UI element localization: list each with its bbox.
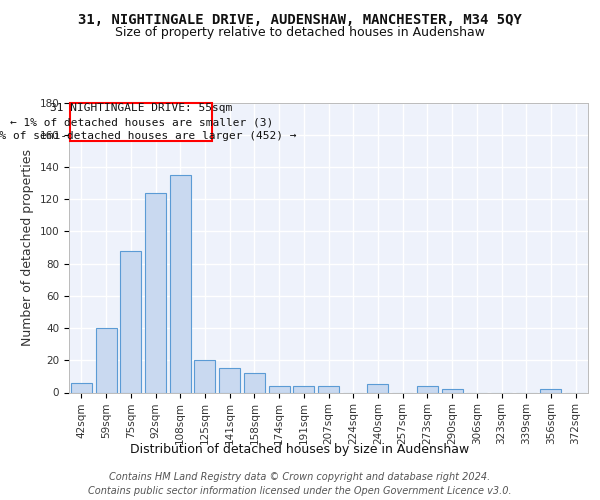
Text: Contains public sector information licensed under the Open Government Licence v3: Contains public sector information licen… bbox=[88, 486, 512, 496]
Bar bbox=[442, 390, 463, 392]
Text: 31, NIGHTINGALE DRIVE, AUDENSHAW, MANCHESTER, M34 5QY: 31, NIGHTINGALE DRIVE, AUDENSHAW, MANCHE… bbox=[78, 12, 522, 26]
Bar bbox=[194, 360, 215, 392]
Bar bbox=[244, 373, 265, 392]
FancyBboxPatch shape bbox=[70, 104, 212, 141]
Bar bbox=[170, 175, 191, 392]
Bar bbox=[541, 390, 562, 392]
Bar bbox=[417, 386, 438, 392]
Text: Size of property relative to detached houses in Audenshaw: Size of property relative to detached ho… bbox=[115, 26, 485, 39]
Bar bbox=[95, 328, 116, 392]
Bar bbox=[120, 250, 141, 392]
Text: Contains HM Land Registry data © Crown copyright and database right 2024.: Contains HM Land Registry data © Crown c… bbox=[109, 472, 491, 482]
Y-axis label: Number of detached properties: Number of detached properties bbox=[21, 149, 34, 346]
Bar bbox=[293, 386, 314, 392]
Bar bbox=[71, 383, 92, 392]
Bar bbox=[145, 192, 166, 392]
Text: 31 NIGHTINGALE DRIVE: 55sqm
← 1% of detached houses are smaller (3)
99% of semi-: 31 NIGHTINGALE DRIVE: 55sqm ← 1% of deta… bbox=[0, 103, 296, 141]
Bar bbox=[269, 386, 290, 392]
Bar bbox=[318, 386, 339, 392]
Bar bbox=[219, 368, 240, 392]
Text: Distribution of detached houses by size in Audenshaw: Distribution of detached houses by size … bbox=[130, 442, 470, 456]
Bar bbox=[367, 384, 388, 392]
